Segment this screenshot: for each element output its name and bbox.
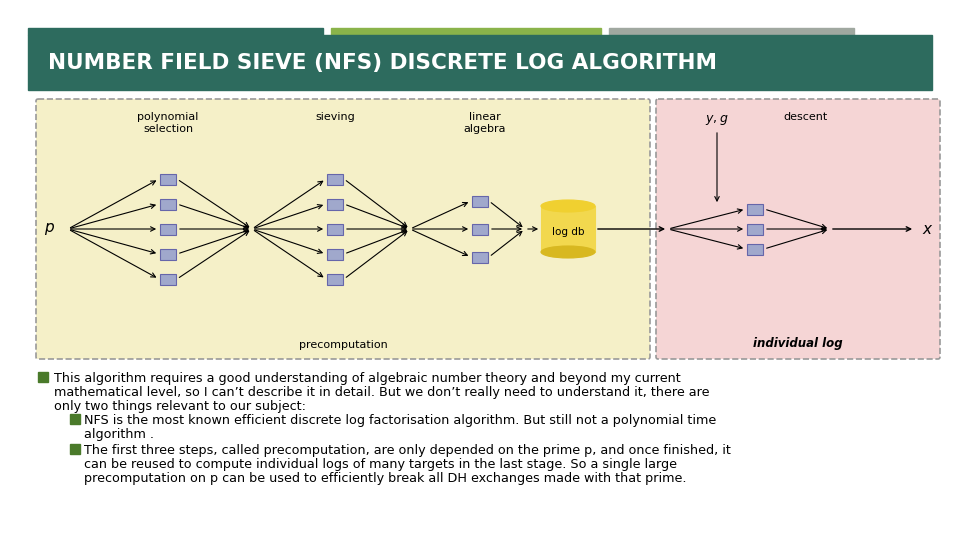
Text: individual log: individual log	[754, 337, 843, 350]
Ellipse shape	[541, 246, 595, 258]
Bar	[541, 206, 595, 252]
Bar	[327, 248, 343, 260]
Bar	[327, 273, 343, 285]
Bar	[327, 199, 343, 210]
Bar	[472, 195, 488, 206]
Bar	[160, 273, 176, 285]
Bar	[472, 224, 488, 234]
Text: NFS is the most known efficient discrete log factorisation algorithm. But still : NFS is the most known efficient discrete…	[84, 414, 716, 427]
Bar	[747, 244, 763, 254]
Bar	[160, 173, 176, 185]
Bar	[38, 372, 48, 382]
Text: precomputation: precomputation	[299, 340, 388, 350]
Bar	[747, 204, 763, 214]
Bar	[160, 248, 176, 260]
Text: $p$: $p$	[44, 221, 55, 237]
Text: $y, g$: $y, g$	[706, 113, 729, 127]
Text: polynomial
selection: polynomial selection	[137, 112, 199, 134]
Text: precomputation on p can be used to efficiently break all DH exchanges made with : precomputation on p can be used to effic…	[84, 472, 686, 485]
Text: linear
algebra: linear algebra	[464, 112, 506, 134]
Bar	[28, 35, 932, 90]
Text: only two things relevant to our subject:: only two things relevant to our subject:	[54, 400, 306, 413]
Text: log db: log db	[552, 227, 585, 237]
Bar	[70, 444, 80, 454]
Bar	[28, 28, 323, 35]
Bar	[327, 224, 343, 234]
Bar	[609, 28, 854, 35]
Text: algorithm .: algorithm .	[84, 428, 154, 441]
Text: This algorithm requires a good understanding of algebraic number theory and beyo: This algorithm requires a good understan…	[54, 372, 681, 385]
Text: The first three steps, called precomputation, are only depended on the prime p, : The first three steps, called precomputa…	[84, 444, 731, 457]
Bar	[70, 414, 80, 424]
FancyBboxPatch shape	[36, 99, 650, 359]
Ellipse shape	[541, 200, 595, 212]
Text: mathematical level, so I can’t describe it in detail. But we don’t really need t: mathematical level, so I can’t describe …	[54, 386, 709, 399]
Bar	[160, 224, 176, 234]
Bar	[331, 28, 601, 35]
Bar	[327, 173, 343, 185]
FancyBboxPatch shape	[656, 99, 940, 359]
Bar	[747, 224, 763, 234]
Text: descent: descent	[782, 112, 828, 122]
Text: NUMBER FIELD SIEVE (NFS) DISCRETE LOG ALGORITHM: NUMBER FIELD SIEVE (NFS) DISCRETE LOG AL…	[48, 53, 717, 73]
Text: can be reused to compute individual logs of many targets in the last stage. So a: can be reused to compute individual logs…	[84, 458, 677, 471]
Bar	[160, 199, 176, 210]
Text: $x$: $x$	[922, 221, 933, 237]
Bar	[472, 252, 488, 262]
Text: sieving: sieving	[315, 112, 355, 122]
